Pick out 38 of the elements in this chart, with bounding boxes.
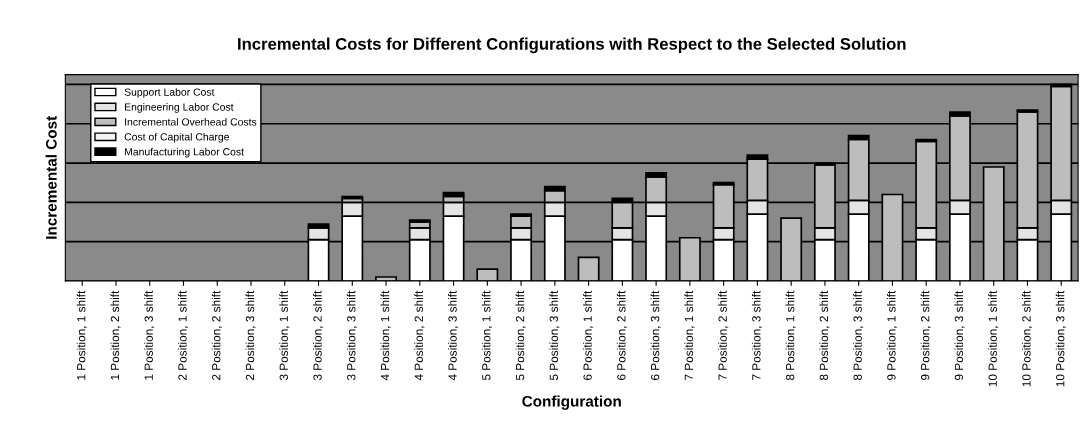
legend-label: Incremental Overhead Costs xyxy=(125,117,257,126)
x-tick-label: 3 Position, 1 shift xyxy=(279,290,290,381)
x-tick-label: 8 Position, 2 shift xyxy=(819,290,830,381)
x-tick-label: 9 Position, 1 shift xyxy=(886,290,897,381)
x-tick-label: 1 Position, 2 shift xyxy=(110,290,121,380)
x-tick-label: 5 Position, 2 shift xyxy=(515,290,526,381)
x-tick-label: 6 Position, 2 shift xyxy=(616,290,627,380)
y-axis-title: Incremental Cost xyxy=(45,116,57,239)
x-tick-label: 5 Position, 3 shift xyxy=(549,290,560,381)
x-tick-label: 5 Position, 1 shift xyxy=(481,290,492,381)
x-tick-label: 2 Position, 1 shift xyxy=(177,290,189,380)
x-tick-label: 1 Position, 1 shift xyxy=(76,290,87,380)
x-tick-label: 4 Position, 1 shift xyxy=(380,290,391,381)
x-tick-label: 1 Position, 3 shift xyxy=(144,290,155,380)
x-axis-title: Configuration xyxy=(522,395,621,410)
x-tick-label: 6 Position, 1 shift xyxy=(583,290,594,380)
x-tick-label: 2 Position, 3 shift xyxy=(245,290,256,380)
x-tick-label: 3 Position, 2 shift xyxy=(313,290,324,381)
x-tick-label: 10 Position, 1 shift xyxy=(988,290,999,387)
x-tick-label: 10 Position, 3 shift xyxy=(1055,290,1066,387)
x-tick-label: 9 Position, 3 shift xyxy=(954,290,965,381)
legend-label: Cost of Capital Charge xyxy=(124,132,230,143)
x-tick-label: 4 Position, 2 shift xyxy=(414,290,425,381)
legend-label: Engineering Labor Cost xyxy=(124,103,234,113)
x-tick-label: 3 Position, 3 shift xyxy=(346,290,357,381)
x-tick-label: 7 Position, 3 shift xyxy=(751,290,762,380)
x-tick-label: 2 Position, 2 shift xyxy=(211,290,222,380)
x-tick-label: 8 Position, 1 shift xyxy=(785,290,796,381)
x-tick-label: 6 Position, 3 shift xyxy=(650,290,661,380)
legend-label: Manufacturing Labor Cost xyxy=(124,147,244,158)
x-tick-label: 9 Position, 2 shift xyxy=(920,290,931,381)
chart-title: Incremental Costs for Different Configurations with Respect to the Selected Solution xyxy=(238,37,906,54)
x-tick-label: 10 Position, 2 shift xyxy=(1021,290,1033,387)
x-tick-label: 4 Position, 3 shift xyxy=(448,290,459,381)
x-tick-label: 7 Position, 2 shift xyxy=(718,290,729,380)
legend-label: Support Labor Cost xyxy=(124,88,215,98)
x-tick-label: 7 Position, 1 shift xyxy=(684,290,695,380)
x-tick-label: 8 Position, 3 shift xyxy=(853,290,864,381)
